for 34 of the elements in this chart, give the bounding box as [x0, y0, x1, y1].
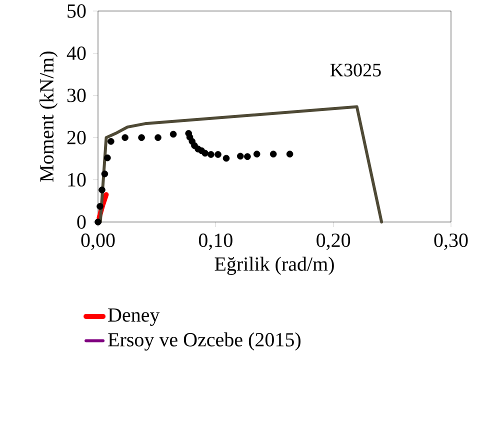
point: [122, 134, 128, 142]
legend-label: Ersoy ve Ozcebe (2015): [108, 332, 300, 351]
x-tick-label: 0,10: [198, 234, 232, 250]
point: [208, 151, 214, 158]
point: [138, 134, 145, 142]
point: [101, 170, 108, 178]
y-axis-title: Moment (kN/m): [39, 52, 58, 182]
point: [236, 152, 244, 160]
point: [94, 218, 102, 226]
point: [96, 202, 104, 210]
point: [286, 150, 294, 158]
point: [270, 150, 277, 158]
x-tick-label: 0,30: [434, 234, 468, 250]
point: [202, 150, 208, 157]
point: [108, 138, 114, 145]
x-tick-label: 0,00: [81, 234, 115, 250]
y-tick-label: 10: [68, 173, 86, 187]
point: [154, 134, 162, 142]
point: [98, 186, 106, 194]
x-axis-title: Eğrilik (rad/m): [214, 256, 334, 275]
annotation: K3025: [330, 64, 381, 76]
point: [244, 153, 251, 160]
y-tick-label: 40: [66, 46, 86, 60]
y-tick-label: 50: [68, 4, 86, 18]
point: [170, 130, 177, 138]
point: [253, 150, 260, 158]
point: [222, 154, 230, 162]
y-tick-label: 20: [67, 130, 86, 144]
legend-label: Deney: [108, 308, 160, 326]
point: [214, 151, 222, 158]
x-tick-label: 0,20: [316, 234, 350, 250]
y-tick-label: 0: [77, 215, 86, 229]
y-tick-label: 30: [67, 88, 86, 102]
point: [104, 154, 111, 162]
